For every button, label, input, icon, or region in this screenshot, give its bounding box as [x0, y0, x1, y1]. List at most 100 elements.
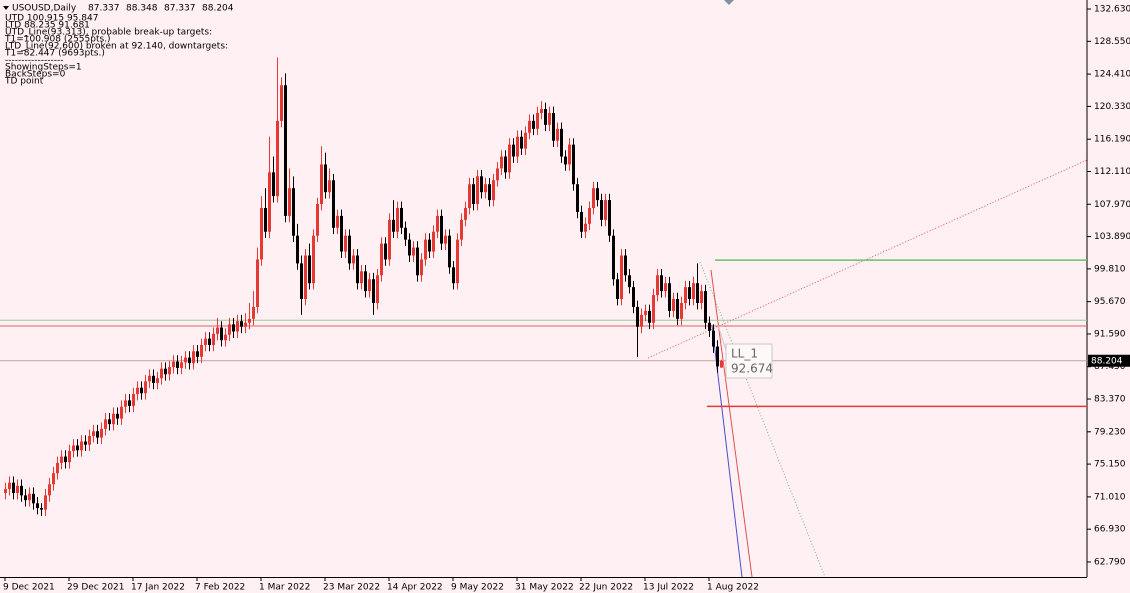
candle-body — [156, 378, 159, 383]
y-tick-label: 103.890 — [1094, 232, 1130, 242]
y-tick-label: 75.150 — [1094, 460, 1126, 470]
candle-body — [712, 330, 715, 347]
candle-body — [292, 188, 295, 236]
candle-body — [448, 235, 451, 268]
candle-body — [12, 482, 15, 493]
candle-body — [444, 235, 447, 244]
x-tick-label: 9 Dec 2021 — [3, 583, 55, 593]
trend-line — [710, 269, 753, 578]
candle-body — [460, 219, 463, 240]
candle-body — [36, 503, 39, 509]
candle-body — [692, 283, 695, 300]
candle-body — [504, 156, 507, 173]
info-line: ShowingSteps=1 — [5, 63, 82, 73]
candle-body — [696, 283, 699, 303]
info-line: UTD_Line(93.313), probable break-up targ… — [5, 28, 212, 38]
candle-body — [432, 231, 435, 252]
x-tick-label: 22 Jun 2022 — [579, 583, 633, 593]
y-tick-label: 112.110 — [1094, 167, 1130, 177]
candle-body — [540, 109, 543, 113]
candle-body — [28, 493, 31, 501]
candle-body — [204, 338, 207, 345]
candle-body — [128, 400, 131, 406]
candle-body — [112, 413, 115, 425]
candle-body — [228, 324, 231, 335]
candle-body — [684, 287, 687, 303]
candle-body — [68, 451, 71, 463]
candle-body — [440, 215, 443, 244]
candle-body — [240, 321, 243, 327]
candle-body — [580, 211, 583, 232]
candle-body — [316, 204, 319, 236]
candle-body — [332, 180, 335, 228]
candle-body — [88, 435, 91, 445]
candle-body — [452, 267, 455, 284]
candle-body — [480, 176, 483, 193]
candle-body — [476, 176, 479, 205]
candle-body — [360, 271, 363, 284]
candle-body — [544, 109, 547, 125]
candle-body — [280, 85, 283, 121]
candle-body — [492, 180, 495, 201]
candle-body — [568, 144, 571, 165]
candle-body — [624, 255, 627, 276]
candle-body — [328, 180, 331, 193]
candle-body — [388, 219, 391, 260]
candle-body — [312, 235, 315, 284]
candle-body — [216, 327, 219, 334]
candle-body — [32, 493, 35, 504]
x-tick-label: 23 Mar 2022 — [323, 583, 380, 593]
candle-body — [640, 314, 643, 327]
candle-body — [160, 368, 163, 379]
candle-body — [256, 259, 259, 307]
candle-body — [92, 431, 95, 436]
y-tick-label: 79.230 — [1094, 427, 1126, 437]
x-tick-label: 29 Dec 2021 — [67, 583, 125, 593]
candle-body — [416, 247, 419, 276]
candle-body — [464, 207, 467, 220]
candle-body — [532, 120, 535, 129]
candle-body — [392, 219, 395, 232]
y-tick-label: 116.190 — [1094, 135, 1130, 145]
candle-body — [104, 419, 107, 429]
candle-body — [300, 263, 303, 300]
candle-body — [412, 247, 415, 256]
candle-body — [644, 310, 647, 315]
candle-body — [688, 287, 691, 300]
candle-body — [20, 485, 23, 496]
candle-body — [8, 482, 11, 490]
candle-body — [652, 295, 655, 323]
symbol: USOUSD,Daily — [12, 4, 77, 14]
candle-body — [400, 207, 403, 228]
candle-body — [564, 156, 567, 165]
candle-body — [188, 357, 191, 364]
candle-body — [44, 495, 47, 510]
x-tick-label: 17 Jan 2022 — [131, 583, 185, 593]
candle-body — [320, 164, 323, 205]
candle-body — [616, 279, 619, 300]
price-label: 88.204 — [1091, 356, 1123, 366]
candle-body — [720, 360, 723, 368]
candle-body — [576, 184, 579, 212]
candle-body — [272, 172, 275, 197]
candle-body — [584, 223, 587, 232]
candle-body — [512, 144, 515, 157]
candle-body — [224, 334, 227, 341]
price-label-box — [1088, 354, 1130, 367]
candle-body — [344, 235, 347, 252]
candle-body — [672, 299, 675, 311]
candle-body — [600, 200, 603, 220]
x-tick-label: 14 Apr 2022 — [387, 583, 443, 593]
candle-body — [252, 306, 255, 319]
y-tick-label: 124.410 — [1094, 70, 1130, 80]
candle-body — [424, 239, 427, 260]
candle-body — [656, 275, 659, 296]
candle-body — [284, 85, 287, 216]
candle-body — [136, 387, 139, 395]
point-label-value: 92.674 — [731, 362, 773, 376]
candle-body — [716, 346, 719, 367]
x-tick-label: 9 May 2022 — [451, 583, 504, 593]
candle-body — [168, 367, 171, 375]
